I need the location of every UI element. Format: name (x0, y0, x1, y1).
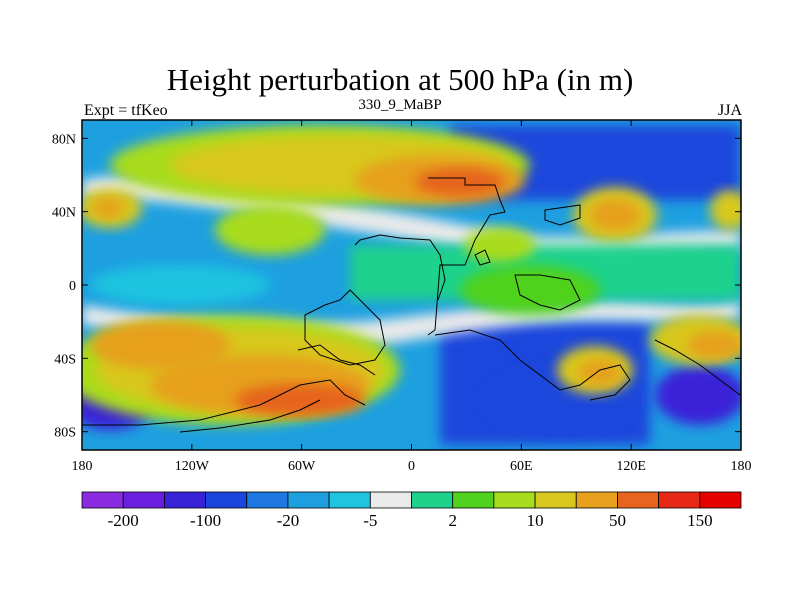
season-label: JJA (717, 102, 742, 119)
colorbar-swatch (163, 491, 206, 509)
colorbar-swatch (699, 491, 742, 509)
lat-tick-label: 0 (69, 279, 76, 294)
colorbar-label: -200 (108, 511, 139, 530)
lon-tick-label: 120E (616, 459, 646, 474)
colorbar-label: 2 (448, 511, 457, 530)
colorbar-swatch (534, 491, 577, 509)
colorbar-label: 50 (609, 511, 626, 530)
lon-tick-label: 180 (72, 459, 93, 474)
colorbar-swatch (411, 491, 454, 509)
colorbar-swatch (287, 491, 330, 509)
lat-tick-label: 80S (54, 426, 76, 441)
colorbar-label: 150 (687, 511, 713, 530)
colorbar-swatch (493, 491, 536, 509)
lat-tick-label: 40N (52, 206, 76, 221)
colorbar-swatch (328, 491, 371, 509)
contour-field (82, 120, 741, 450)
coastlines (82, 177, 741, 433)
colorbar-swatch (617, 491, 660, 509)
lat-tick-label: 40S (54, 352, 76, 367)
colorbar-swatch (246, 491, 289, 509)
experiment-label: Expt = tfKeo (84, 102, 168, 119)
lon-tick-label: 180 (731, 459, 752, 474)
colorbar-swatch (452, 491, 495, 509)
colorbar-label: -100 (190, 511, 221, 530)
colorbar-swatch (658, 491, 701, 509)
plot-title: Height perturbation at 500 hPa (in m) (166, 62, 634, 97)
colorbar: -200 -100 -20 -5 2 10 50 150 (81, 491, 742, 530)
colorbar-swatch (122, 491, 165, 509)
colorbar-swatch (81, 491, 124, 509)
colorbar-swatch (575, 491, 618, 509)
case-label: 330_9_MaBP (358, 97, 442, 113)
colorbar-label: -20 (277, 511, 300, 530)
colorbar-swatch (205, 491, 248, 509)
lon-tick-label: 60W (288, 459, 316, 474)
lon-tick-label: 60E (510, 459, 533, 474)
longitude-axis: 180 120W 60W 0 60E 120E 180 (72, 120, 752, 474)
colorbar-label: 10 (527, 511, 544, 530)
lon-tick-label: 0 (408, 459, 415, 474)
lon-tick-label: 120W (175, 459, 210, 474)
lat-tick-label: 80N (52, 132, 76, 147)
colorbar-swatch (369, 491, 412, 509)
colorbar-label: -5 (363, 511, 377, 530)
latitude-axis: 80N 40N 0 40S 80S (52, 132, 741, 441)
